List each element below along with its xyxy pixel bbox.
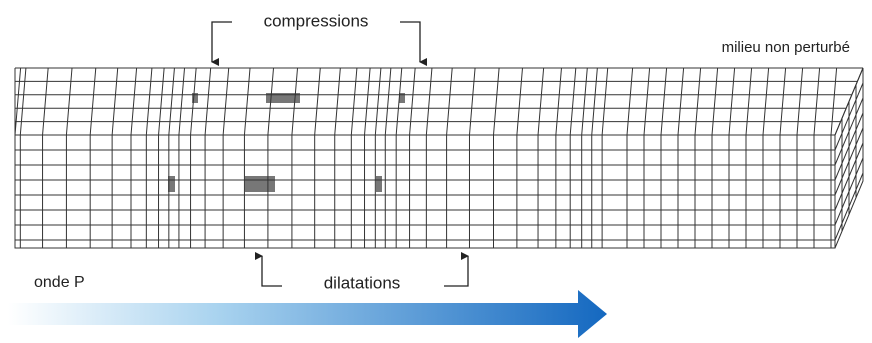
grid-line (426, 68, 432, 135)
dilatations-label: dilatations (324, 273, 401, 292)
grid-line (780, 68, 786, 135)
grid-line (90, 68, 96, 135)
grid-line (797, 68, 803, 135)
grid-line (43, 68, 49, 135)
grid-line (644, 68, 650, 135)
grid-line (469, 68, 475, 135)
grid-line (678, 68, 684, 135)
compressions-label: compressions (264, 11, 369, 30)
grid-line (712, 68, 718, 135)
grid-line (112, 68, 118, 135)
grid-line (582, 68, 588, 135)
dilatation-arrow (262, 256, 282, 286)
grid-line (244, 68, 250, 135)
grid-line (661, 68, 667, 135)
grid-line (169, 68, 175, 135)
grid-line (447, 68, 453, 135)
grid-line (179, 68, 185, 135)
grid-line (375, 68, 381, 135)
grid-line (729, 68, 735, 135)
compression-arrow (212, 22, 232, 62)
grid-line (592, 68, 598, 135)
grid-line (131, 68, 137, 135)
highlight-cell (376, 176, 382, 192)
grid-line (602, 68, 608, 135)
grid-line (159, 68, 165, 135)
grid-line (763, 68, 769, 135)
highlight-cell (245, 176, 275, 192)
grid-line (410, 68, 416, 135)
grid-line (335, 68, 341, 135)
grid-line (365, 68, 371, 135)
grid-line (517, 68, 523, 135)
grid-line (493, 68, 499, 135)
grid-line (205, 68, 211, 135)
wave-label: onde P (34, 274, 85, 291)
p-wave-diagram: compressions milieu non perturbé dilatat… (0, 0, 872, 343)
grid-line (15, 68, 21, 135)
grid-line (315, 68, 321, 135)
grid-line (223, 68, 229, 135)
grid-block (15, 68, 863, 248)
grid-line (627, 68, 633, 135)
grid-line (385, 68, 391, 135)
dilatation-arrow (444, 256, 468, 286)
grid-line (66, 68, 72, 135)
compression-arrow (400, 22, 420, 62)
grid-line (351, 68, 357, 135)
grid-line (146, 68, 152, 135)
grid-line (814, 68, 820, 135)
grid-line (746, 68, 752, 135)
wave-arrow (8, 290, 607, 338)
grid-line (695, 68, 701, 135)
grid-line (831, 68, 837, 135)
grid-line (570, 68, 576, 135)
grid-line (20, 68, 26, 135)
undisturbed-label: milieu non perturbé (722, 39, 850, 56)
grid-line (556, 68, 562, 135)
grid-line (538, 68, 544, 135)
